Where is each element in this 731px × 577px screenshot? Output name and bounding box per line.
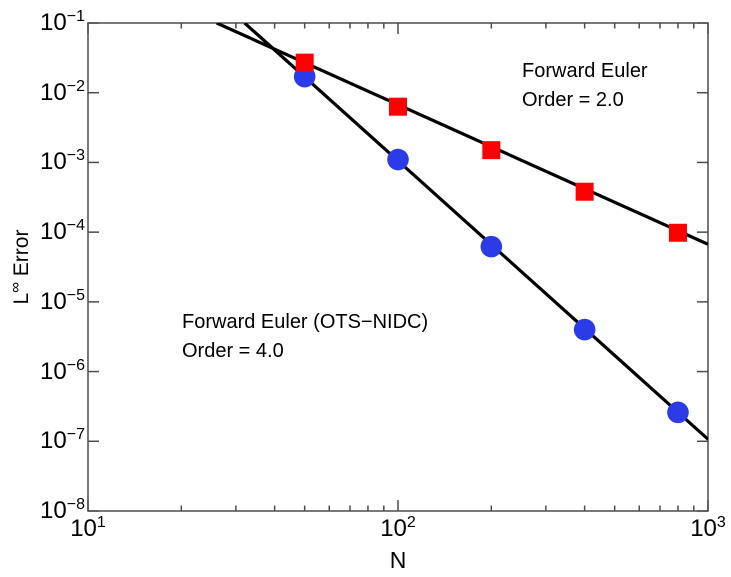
data-point-square [482,141,501,160]
x-tick-label-1e3: 103 [690,514,726,543]
data-point-square [668,223,687,242]
annotation-ots-nidc-line2: Order = 4.0 [182,340,284,362]
data-point-square [389,97,407,116]
annotation-forward-euler-ots-nidc: Forward Euler (OTS−NIDC) Order = 4.0 [182,308,428,366]
y-tick-label-1e-2: 10−2 [40,77,85,106]
fit-line-order-4 [243,23,708,441]
y-tick-label-1e-1: 10−1 [40,8,85,37]
annotation-forward-euler: Forward Euler Order = 2.0 [522,57,648,115]
annotation-forward-euler-line2: Order = 2.0 [522,89,624,111]
x-axis-label: N [389,547,407,573]
data-point-square [575,182,594,201]
y-tick-label-1e-7: 10−7 [40,426,85,455]
y-tick-label-1e-4: 10−4 [40,217,85,246]
y-tick-label-1e-6: 10−6 [40,356,85,385]
annotation-forward-euler-line1: Forward Euler [522,60,648,82]
data-point-circle [667,401,689,424]
x-tick-label-1e1: 101 [70,514,106,543]
data-point-circle [480,235,503,258]
data-point-circle [387,148,409,171]
y-tick-label-1e-8: 10−8 [40,496,85,525]
y-tick-label-1e-5: 10−5 [40,286,85,315]
annotation-ots-nidc-line1: Forward Euler (OTS−NIDC) [182,311,429,333]
x-tick-label-1e2: 102 [380,514,416,543]
data-point-square [295,53,314,72]
data-point-circle [573,318,596,341]
y-tick-label-1e-3: 10−3 [40,147,85,176]
